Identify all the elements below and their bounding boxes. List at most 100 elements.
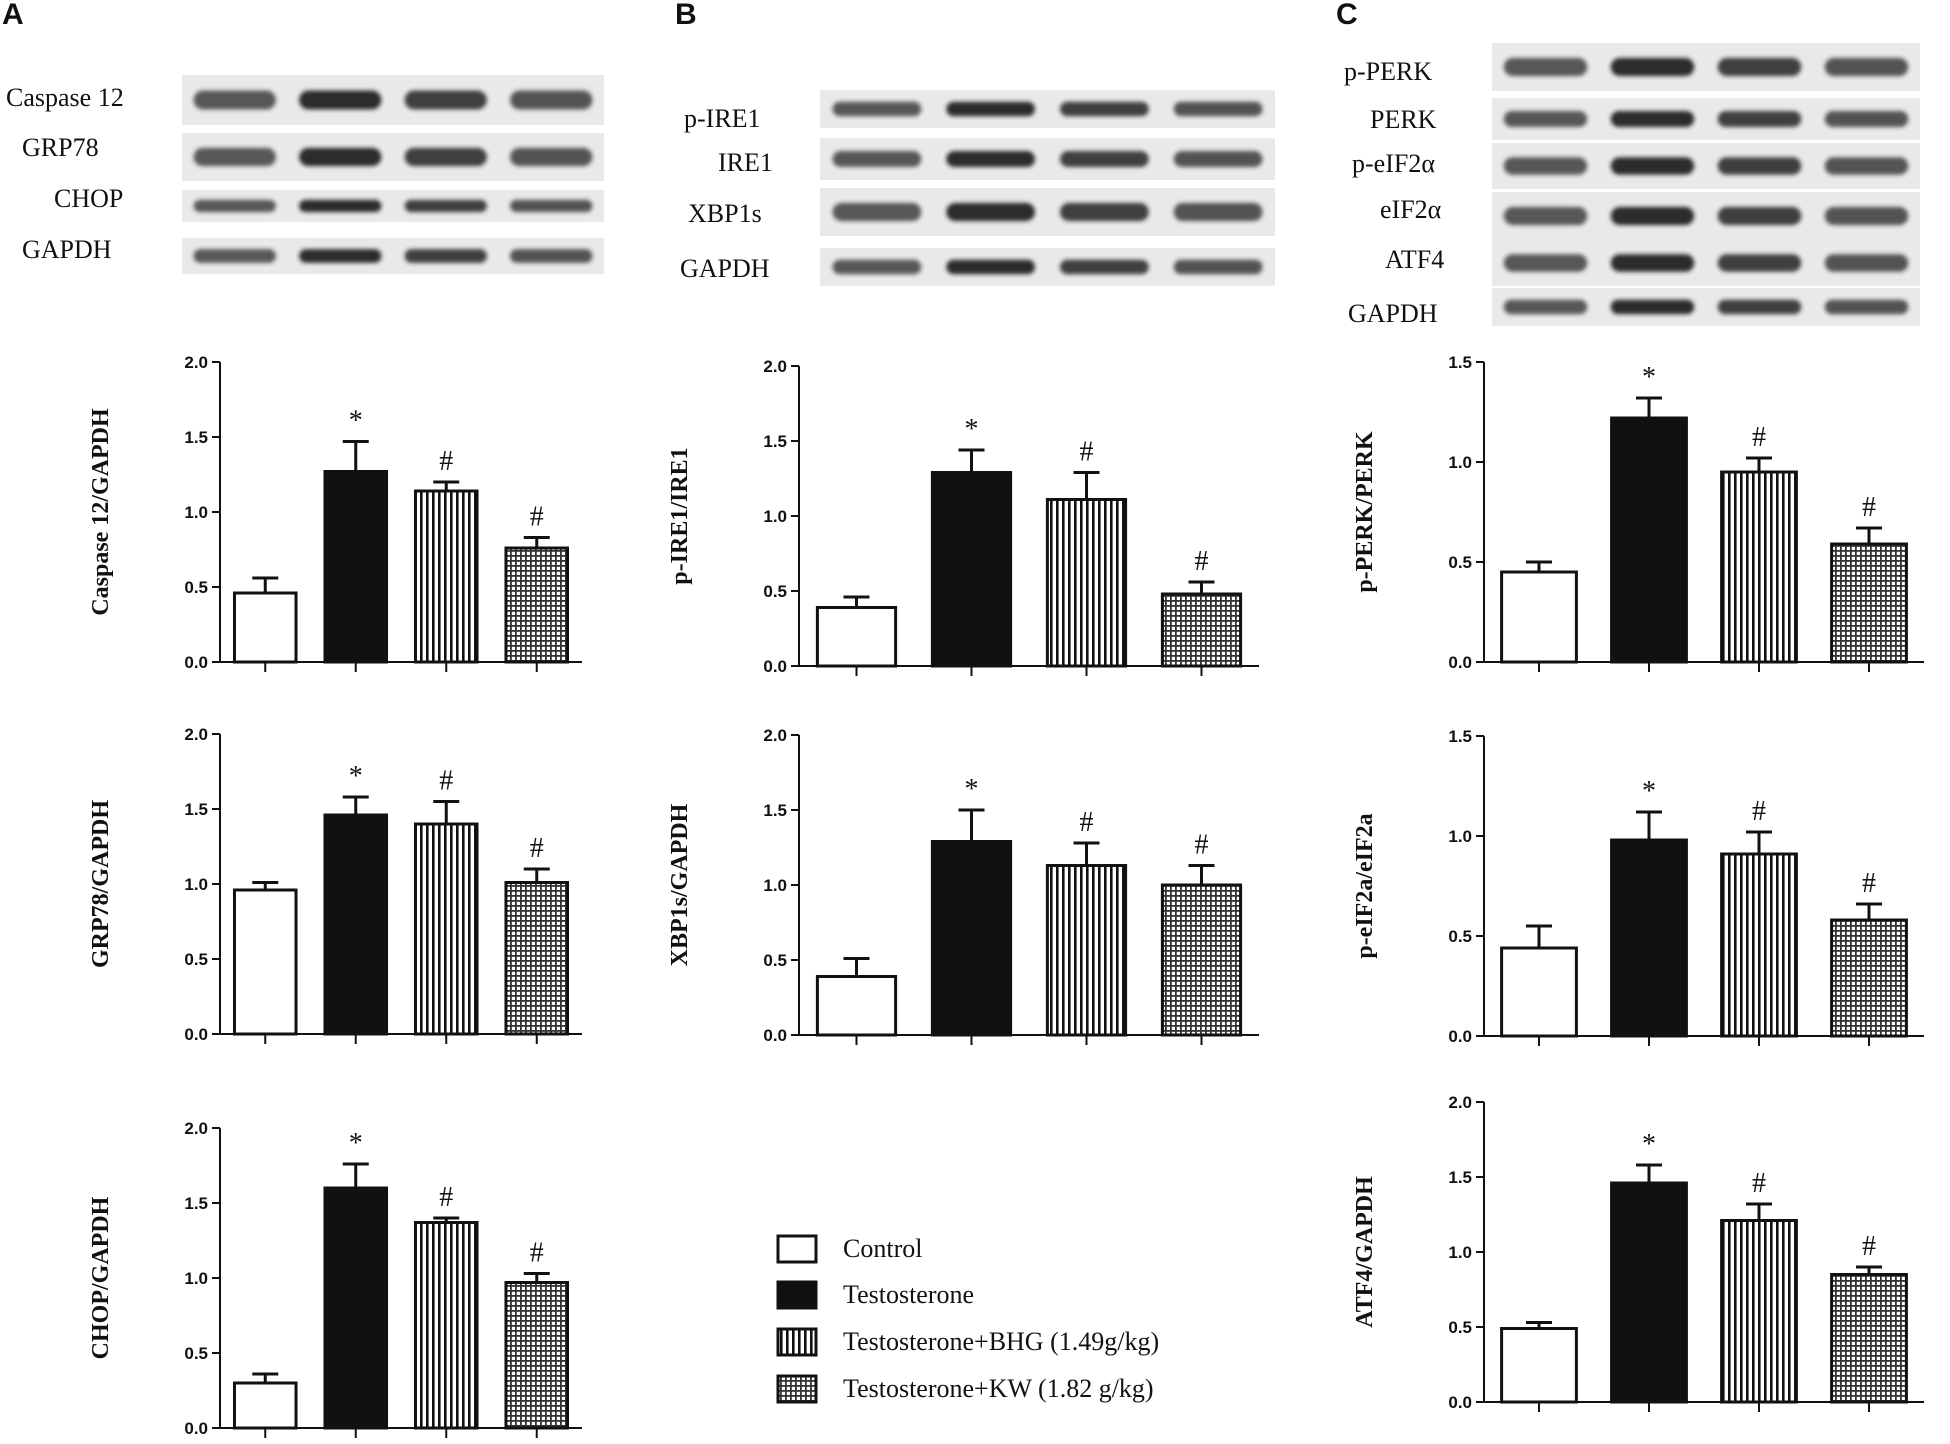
blot-band (1717, 111, 1802, 127)
blot-band (510, 147, 593, 167)
blot-band (1824, 254, 1909, 272)
blot-band (832, 151, 922, 167)
y-tick-label: 0.0 (1448, 1027, 1472, 1046)
blot-band (404, 249, 487, 263)
blot-label-caspase12: Caspase 12 (6, 83, 124, 112)
significance-label: # (1195, 546, 1209, 577)
significance-label: * (349, 406, 363, 437)
y-axis-label: CHOP/GAPDH (88, 1196, 114, 1359)
y-tick-label: 2.0 (184, 353, 208, 372)
blot-band (1503, 111, 1588, 127)
y-tick-label: 1.0 (1448, 1243, 1472, 1262)
blot-band (1610, 299, 1695, 315)
bar-chart-p-ire1: 0.0 0.5 1.0 1.5 2.0 p-IRE1/IRE1 * # # (667, 357, 1259, 676)
bar (232, 1381, 298, 1430)
significance-label: # (1752, 796, 1766, 827)
y-axis-label: GRP78/GAPDH (88, 800, 114, 968)
blot-band (1717, 206, 1802, 226)
blot-band (1717, 157, 1802, 175)
y-tick-label: 2.0 (763, 357, 787, 376)
western-blot-a: Caspase 12 GRP78 CHOP GAPDH (6, 75, 604, 274)
significance-label: # (439, 446, 453, 477)
bar-chart-p-perk: 0.0 0.5 1.0 1.5 p-PERK/PERK * # # (1352, 353, 1924, 672)
significance-label: # (1862, 1231, 1876, 1262)
bar (1500, 1327, 1578, 1404)
bar (323, 1186, 389, 1430)
blot-band (1060, 151, 1149, 167)
blot-label-p-ire1: p-IRE1 (684, 104, 761, 133)
y-tick-label: 2.0 (1448, 1093, 1472, 1112)
significance-label: * (1642, 362, 1656, 393)
bar-chart-atf4: 0.0 0.5 1.0 1.5 2.0 ATF4/GAPDH * # # (1352, 1093, 1924, 1412)
significance-label: * (349, 761, 363, 792)
blot-label-gapdh-c: GAPDH (1348, 299, 1438, 328)
blot-band (1503, 206, 1588, 226)
significance-label: * (349, 1128, 363, 1159)
significance-label: * (965, 414, 979, 445)
panel-letter-b: B (675, 0, 697, 31)
legend-swatch-testosterone (776, 1280, 818, 1310)
y-tick-label: 1.5 (184, 428, 208, 447)
y-tick-label: 0.0 (184, 653, 208, 672)
y-tick-label: 0.5 (184, 1344, 208, 1363)
bar-chart-grp78: 0.0 0.5 1.0 1.5 2.0 GRP78/GAPDH * # # (88, 725, 582, 1044)
blot-label-grp78: GRP78 (22, 133, 99, 162)
blot-band (193, 90, 276, 110)
legend: Control Testosterone Testosterone+BHG (1… (776, 1234, 1159, 1404)
blot-band (1503, 254, 1588, 272)
bar (1160, 592, 1243, 668)
y-tick-label: 1.5 (1448, 727, 1472, 746)
blot-band (1173, 101, 1263, 117)
y-tick-label: 1.0 (763, 876, 787, 895)
blot-band (1173, 259, 1263, 275)
y-tick-label: 0.5 (1448, 553, 1472, 572)
western-blot-b: p-IRE1 IRE1 XBP1s GAPDH (680, 90, 1275, 286)
y-axis-label: p-IRE1/IRE1 (667, 447, 693, 584)
significance-label: # (1080, 807, 1094, 838)
bar (1500, 946, 1578, 1038)
panel-letter-a: A (2, 0, 24, 31)
y-tick-label: 0.0 (1448, 1393, 1472, 1412)
blot-band (832, 259, 922, 275)
bar (413, 489, 479, 664)
significance-label: # (530, 1238, 544, 1269)
legend-swatch-control (776, 1234, 818, 1264)
blot-band (1060, 202, 1149, 222)
blot-band (1717, 57, 1802, 77)
blot-band (1824, 111, 1909, 127)
blot-band (510, 249, 593, 263)
bar (504, 881, 570, 1036)
legend-swatch-kw (776, 1374, 818, 1404)
y-tick-label: 0.0 (1448, 653, 1472, 672)
blot-label-perk: PERK (1370, 105, 1437, 134)
blot-band (946, 259, 1035, 275)
bar (232, 888, 298, 1036)
bar (815, 606, 898, 668)
legend-label-kw: Testosterone+KW (1.82 g/kg) (843, 1374, 1154, 1403)
bar (1610, 838, 1688, 1038)
blot-band (1173, 151, 1263, 167)
significance-label: # (1195, 830, 1209, 861)
bar (1720, 1219, 1798, 1404)
y-tick-label: 0.5 (763, 951, 787, 970)
y-tick-label: 1.5 (184, 800, 208, 819)
bar (1045, 498, 1128, 668)
bar (1830, 1273, 1908, 1404)
blot-band (193, 147, 276, 167)
bar (1500, 570, 1578, 664)
y-tick-label: 0.0 (763, 1026, 787, 1045)
y-tick-label: 1.0 (1448, 453, 1472, 472)
blot-band (1824, 206, 1909, 226)
bar (504, 1281, 570, 1430)
bar (1830, 542, 1908, 664)
bar (323, 470, 389, 664)
y-tick-label: 2.0 (184, 1119, 208, 1138)
blot-band (1060, 259, 1149, 275)
bar (1610, 1181, 1688, 1404)
significance-label: # (530, 833, 544, 864)
bar (1830, 918, 1908, 1038)
blot-band (1503, 299, 1588, 315)
bar-chart-caspase12: 0.0 0.5 1.0 1.5 2.0 Caspase 12/GAPDH * # # (88, 353, 582, 672)
bar (232, 591, 298, 664)
significance-label: # (1752, 422, 1766, 453)
